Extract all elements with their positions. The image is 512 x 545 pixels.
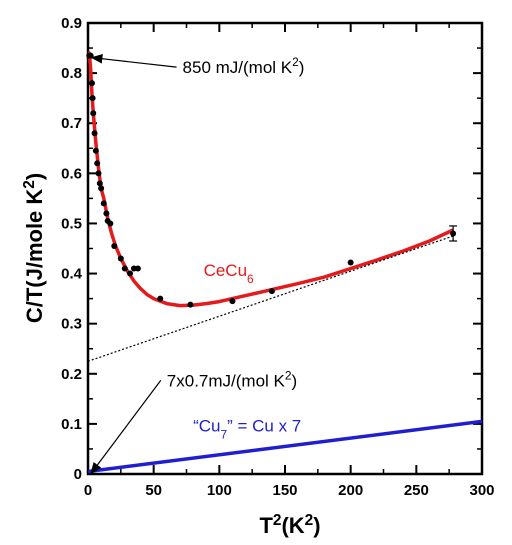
y-tick-label: 0.7: [61, 115, 82, 132]
x-tick-label: 100: [207, 482, 232, 499]
series-line-cecu6: [86, 51, 454, 308]
y-tick-label: 0.2: [61, 366, 82, 383]
plot-frame: [86, 21, 484, 476]
data-point: [134, 265, 141, 272]
data-point: [98, 185, 105, 192]
y-tick-label: 0.5: [61, 215, 82, 232]
y-tick-label: 0: [74, 466, 82, 483]
data-points: [86, 52, 458, 308]
annotation-label: 7x0.7mJ/(mol K2): [167, 368, 297, 390]
x-tick-label: 200: [338, 482, 363, 499]
annotation-arrow: [90, 379, 162, 475]
x-tick-label: 0: [84, 482, 92, 499]
x-tick-label: 50: [145, 482, 162, 499]
data-point: [268, 288, 275, 295]
data-point: [111, 242, 118, 249]
data-point: [117, 255, 124, 262]
data-point: [187, 301, 194, 308]
data-point: [157, 295, 164, 302]
data-point: [89, 95, 96, 102]
y-tick-label: 0.6: [61, 165, 82, 182]
data-point: [92, 147, 99, 154]
series-label: “Cu7” = Cu x 7: [193, 416, 301, 441]
y-axis-ticks: 0 0.1 0.2 0.3 0.4 0.5 0.6 0.7 0.8 0.9: [61, 15, 482, 483]
data-point: [229, 298, 236, 305]
y-tick-label: 0.3: [61, 316, 82, 333]
y-tick-label: 0.9: [61, 15, 82, 32]
data-point: [127, 270, 134, 277]
y-tick-label: 0.8: [61, 65, 82, 82]
annotations: 850 mJ/(mol K2) 7x0.7mJ/(mol K2) CeCu6 “Cu7…: [90, 54, 305, 475]
data-point: [88, 80, 95, 87]
series-label: CeCu6: [204, 261, 254, 286]
series-layer: [86, 51, 483, 474]
x-axis-title: T2(K2): [259, 512, 320, 539]
series-line-cu7: [87, 419, 483, 474]
x-tick-label: 300: [469, 482, 494, 499]
annotation-arrow: [90, 54, 177, 68]
data-point: [90, 110, 97, 117]
x-axis-ticks: 0 50 100 150 200 250 300: [84, 23, 495, 499]
data-point: [94, 160, 101, 167]
data-point: [347, 259, 354, 266]
data-point: [96, 180, 103, 187]
data-point: [121, 265, 128, 272]
data-point: [103, 210, 110, 217]
data-point: [100, 200, 107, 207]
linear-extrapolation-line: [87, 235, 454, 362]
x-tick-label: 150: [272, 482, 297, 499]
data-point: [95, 170, 102, 177]
data-point: [107, 220, 114, 227]
y-axis-title: C/T(J/mole K2): [21, 173, 48, 323]
data-point: [91, 130, 98, 137]
x-tick-label: 250: [404, 482, 429, 499]
y-tick-label: 0.1: [61, 416, 82, 433]
y-tick-label: 0.4: [61, 266, 83, 283]
annotation-label: 850 mJ/(mol K2): [183, 55, 305, 77]
